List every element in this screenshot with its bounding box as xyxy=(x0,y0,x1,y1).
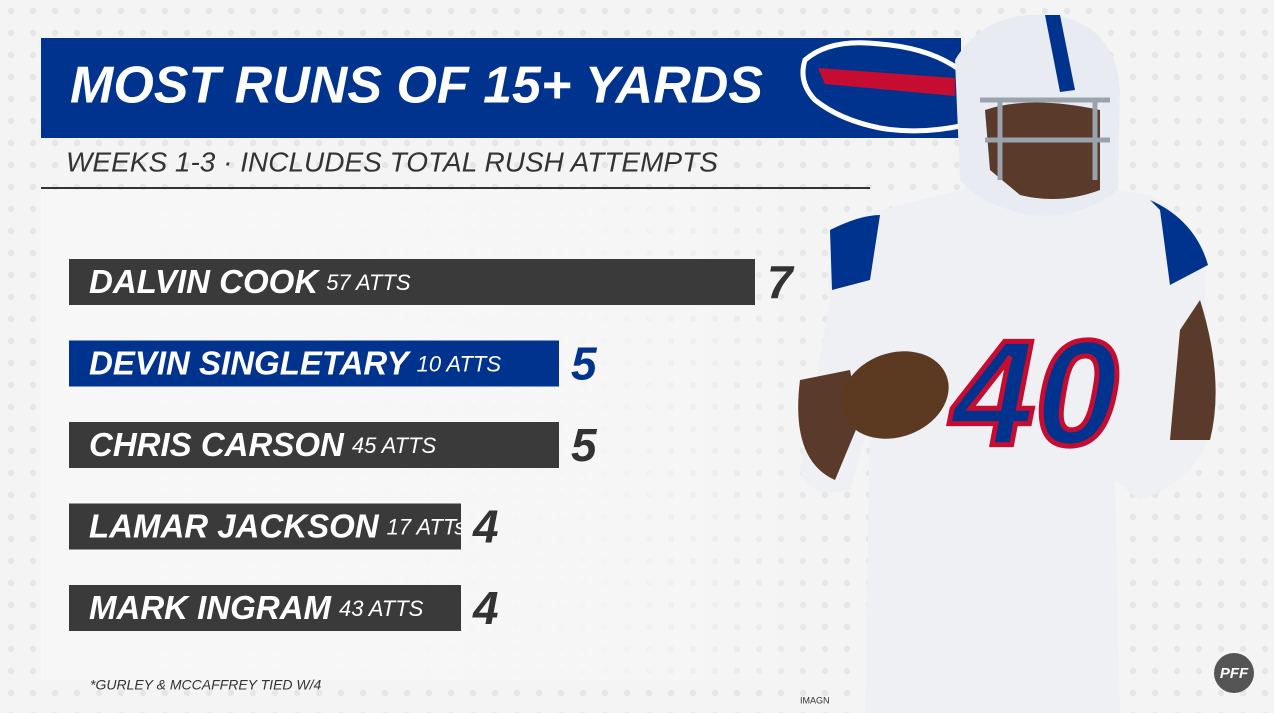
player-photo: 40 xyxy=(798,14,1216,713)
attempts: 57 ATTS xyxy=(326,270,411,295)
bar xyxy=(69,503,461,550)
chart-title: MOST RUNS OF 15+ YARDS xyxy=(70,57,763,115)
svg-text:40: 40 xyxy=(949,309,1119,477)
attempts: 43 ATTS xyxy=(339,596,424,621)
team-logo xyxy=(800,40,968,134)
value-label: 4 xyxy=(472,582,499,634)
value-label: 5 xyxy=(571,338,598,390)
player-name: MARK INGRAM xyxy=(89,589,332,626)
bar xyxy=(69,422,559,468)
chart-subtitle: WEEKS 1-3 · INCLUDES TOTAL RUSH ATTEMPTS xyxy=(66,146,718,177)
value-label: 5 xyxy=(571,419,598,471)
bar-label: LAMAR JACKSON 17 ATTs xyxy=(89,507,465,544)
logo-badge xyxy=(1214,653,1254,693)
bar-label: DALVIN COOK 57 ATTS xyxy=(89,263,411,300)
bar-label: MARK INGRAM 43 ATTS xyxy=(89,589,424,626)
attempts: 17 ATTs xyxy=(387,514,466,539)
player-name: CHRIS CARSON xyxy=(89,426,345,463)
photo-credit: IMAGN xyxy=(800,695,830,705)
bar xyxy=(69,259,755,305)
attempts: 10 ATTS xyxy=(417,351,502,376)
bar xyxy=(69,340,559,387)
value-label: 7 xyxy=(767,256,795,308)
attempts: 45 ATTS xyxy=(352,433,437,458)
player-name: DEVIN SINGLETARY xyxy=(89,344,412,381)
player-name: DALVIN COOK xyxy=(89,263,320,300)
bar-label: DEVIN SINGLETARY 10 ATTS xyxy=(89,344,501,381)
value-label: 4 xyxy=(472,501,499,553)
bar-label: CHRIS CARSON 45 ATTS xyxy=(89,426,437,463)
logo: PFF xyxy=(1220,665,1249,682)
footnote: *GURLEY & MCCAFFREY TIED W/4 xyxy=(90,677,322,693)
player-name: LAMAR JACKSON xyxy=(89,507,380,544)
bar xyxy=(69,585,461,631)
